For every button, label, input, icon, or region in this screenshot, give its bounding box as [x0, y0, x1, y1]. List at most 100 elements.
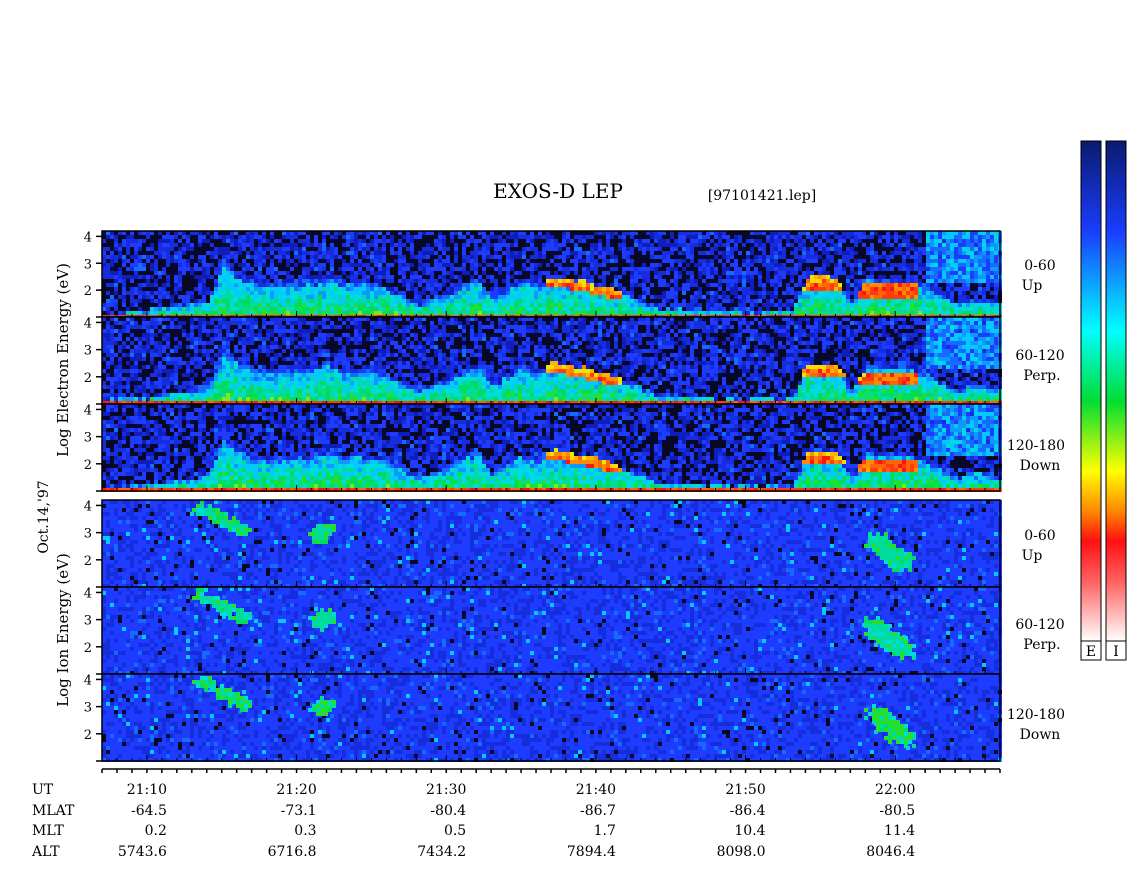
- panel-4-dir: Up: [1022, 548, 1043, 564]
- heatmap-cells: [110, 317, 1002, 401]
- heatmap-panel-4: [101, 499, 1002, 588]
- panel-label-4: 0-60 Up: [1022, 528, 1056, 564]
- ephemeris-mlt-value: 0.3: [294, 823, 316, 839]
- y-tick-label: 3: [84, 614, 92, 629]
- heatmap-panel-6: [101, 673, 1002, 762]
- heatmap-cells: [102, 404, 1002, 488]
- heatmap-cells: [554, 452, 918, 472]
- ephemeris-alt-value: 8098.0: [717, 844, 766, 860]
- heatmap-cells: [550, 365, 918, 385]
- panel-5-pitch: 60-120: [1015, 617, 1064, 633]
- heatmap-cells: [162, 369, 1002, 401]
- heatmap-cells: [138, 231, 1002, 315]
- ion-ylabel: Log Ion Energy (eV): [54, 553, 72, 707]
- ephemeris-mlat-value: -64.5: [131, 803, 167, 819]
- ephemeris-mlt-value: 1.7: [594, 823, 616, 839]
- heatmap-panel-1: [101, 230, 1002, 319]
- ephemeris-ut-value: 21:30: [426, 782, 466, 798]
- colorbar-ion-box: [1105, 640, 1127, 661]
- panel-6-pitch: 120-180: [1007, 707, 1065, 723]
- heatmap-cells: [102, 231, 998, 315]
- electron-ylabel: Log Electron Energy (eV): [54, 263, 72, 457]
- heatmap-cells: [102, 404, 1002, 488]
- colorbar-ion-label: I: [1113, 644, 1119, 660]
- y-tick-label: 2: [84, 371, 92, 386]
- colorbar-ion: I: [1105, 140, 1127, 661]
- heatmap-cells: [102, 231, 1002, 315]
- y-tick-label: 4: [84, 586, 92, 601]
- heatmap-cells: [102, 587, 1002, 675]
- ephemeris-mlat-value: -80.4: [430, 803, 466, 819]
- heatmap-cells: [102, 674, 1002, 762]
- chart-subtitle: [97101421.lep]: [708, 188, 816, 204]
- date-label: Oct.14,'97: [36, 480, 52, 553]
- panel-label-6: 120-180 Down: [1007, 707, 1065, 743]
- heatmap-cells: [102, 674, 1002, 762]
- ephemeris-alt-value: 5743.6: [118, 844, 167, 860]
- y-tick-label: 3: [84, 344, 92, 359]
- heatmap-cells: [102, 317, 1002, 401]
- ephemeris-mlat-value: -73.1: [281, 803, 317, 819]
- y-tick-label: 4: [84, 673, 92, 688]
- heatmap-cells: [110, 317, 1002, 401]
- heatmap-panel-3: [101, 403, 1002, 492]
- eph-row-label-mlt: MLT: [32, 823, 64, 839]
- ephemeris-ut-value: 21:50: [725, 782, 765, 798]
- ephemeris-mlat-value: -86.4: [730, 803, 766, 819]
- ephemeris-alt-value: 8046.4: [866, 844, 915, 860]
- eph-row-label-ut: UT: [32, 782, 54, 798]
- colorbar-electron-box: [1080, 640, 1102, 661]
- ephemeris-ut-value: 22:00: [875, 782, 915, 798]
- heatmap-cells: [178, 464, 998, 488]
- heatmap-cells: [102, 587, 998, 675]
- colorbar-electron-ramp: [1080, 140, 1102, 642]
- panel-label-5: 60-120 Perp.: [1015, 617, 1064, 653]
- heatmap-cells: [134, 231, 1002, 315]
- panel-4-pitch: 0-60: [1024, 528, 1055, 544]
- heatmap-cells: [222, 393, 942, 401]
- ephemeris-table: UT MLAT MLT ALT 21:10 -64.5 0.2 5743.6 21:20…: [31, 782, 915, 860]
- heatmap-cells: [102, 317, 1002, 401]
- panel-group: [101, 230, 1002, 762]
- colorbar-ion-ramp: [1105, 140, 1127, 642]
- heatmap-cells: [554, 275, 918, 299]
- heatmap-cells: [102, 404, 1002, 488]
- heatmap-cells: [114, 587, 990, 675]
- heatmap-cells: [102, 231, 1002, 315]
- ephemeris-mlt-value: 10.4: [734, 823, 765, 839]
- heatmap-cells: [222, 472, 982, 488]
- ephemeris-alt-value: 7434.2: [417, 844, 466, 860]
- heatmap-panel-5: [101, 586, 1002, 675]
- heatmap-cells: [126, 287, 994, 315]
- ephemeris-alt-value: 6716.8: [268, 844, 317, 860]
- heatmap-cells: [206, 389, 998, 401]
- y-tick-label: 2: [84, 728, 92, 743]
- ephemeris-mlt-value: 0.2: [145, 823, 167, 839]
- heatmap-cells: [102, 456, 946, 492]
- heatmap-panel-2: [101, 316, 1002, 405]
- ephemeris-mlat-value: -86.7: [580, 803, 616, 819]
- panel-1-pitch: 0-60: [1024, 258, 1055, 274]
- y-tick-label: 3: [84, 257, 92, 272]
- panel-label-2: 60-120 Perp.: [1015, 348, 1064, 384]
- y-tick-label: 2: [84, 641, 92, 656]
- heatmap-cells: [106, 500, 1002, 588]
- panel-6-dir: Down: [1020, 727, 1061, 743]
- panel-3-pitch: 120-180: [1007, 438, 1065, 454]
- panel-3-dir: Down: [1020, 458, 1061, 474]
- ephemeris-mlt-value: 11.4: [884, 823, 915, 839]
- y-tick-label: 3: [84, 527, 92, 542]
- y-tick-label: 3: [84, 701, 92, 716]
- ephemeris-cells: 21:10 -64.5 0.2 5743.6 21:20 -73.1 0.3 6716.8 21…: [118, 782, 916, 860]
- panel-label-3: 120-180 Down: [1007, 438, 1065, 474]
- y-tick-label: 4: [84, 230, 92, 245]
- ephemeris-mlat-value: -80.5: [879, 803, 915, 819]
- y-tick-label: 2: [84, 554, 92, 569]
- y-tick-label: 3: [84, 431, 92, 446]
- heatmap-cells: [102, 587, 1002, 675]
- panel-5-dir: Perp.: [1023, 637, 1060, 653]
- heatmap-cells: [102, 500, 1002, 588]
- ephemeris-ut-value: 21:10: [127, 782, 167, 798]
- eph-row-label-mlat: MLAT: [32, 803, 75, 819]
